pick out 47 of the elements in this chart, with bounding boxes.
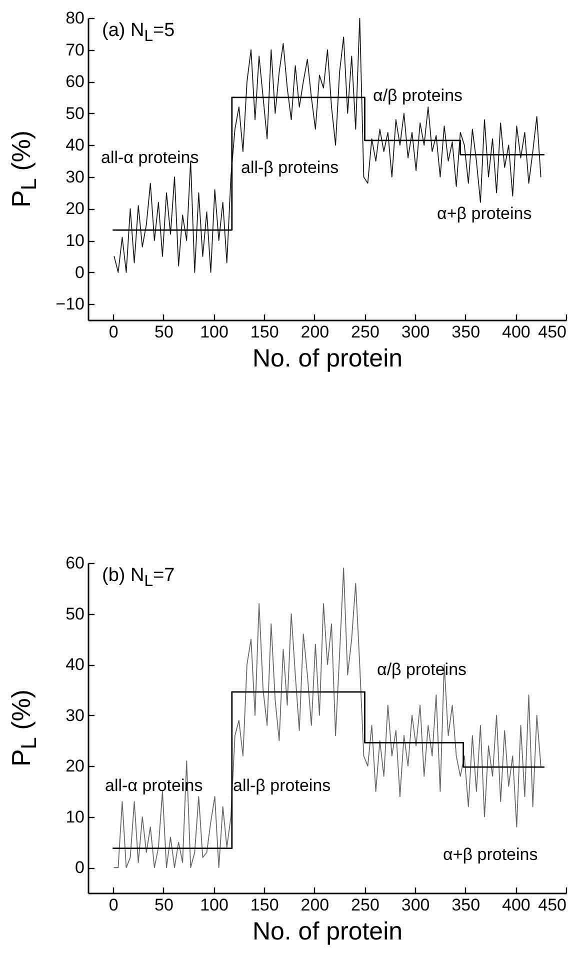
x-tick-label: 250 bbox=[351, 896, 380, 914]
x-tick-label: 100 bbox=[200, 322, 228, 342]
y-tick-label: 80 bbox=[66, 8, 84, 28]
chart-title: (a) N$_{L}$=5 bbox=[102, 20, 175, 46]
x-tick-label: 300 bbox=[401, 322, 430, 342]
y-tick-label: 60 bbox=[66, 554, 84, 572]
y-tick-label: 40 bbox=[66, 655, 84, 674]
y-tick-label: 30 bbox=[66, 706, 84, 725]
y-tick-label: 70 bbox=[66, 40, 84, 60]
x-tick-label: 0 bbox=[108, 322, 118, 342]
x-tick-label: 150 bbox=[250, 896, 279, 914]
x-tick-label: 150 bbox=[250, 322, 279, 342]
annotation: α+β proteins bbox=[437, 204, 532, 223]
y-tick-label: 40 bbox=[66, 136, 84, 155]
x-tick-label: 200 bbox=[300, 896, 330, 914]
x-tick-label: 450 bbox=[538, 896, 566, 914]
x-tick-label: 100 bbox=[200, 896, 228, 914]
y-tick-label: 10 bbox=[66, 231, 84, 250]
x-axis-title: No. of protein bbox=[252, 918, 403, 946]
y-tick-label: 60 bbox=[66, 72, 84, 92]
x-tick-label: 50 bbox=[154, 896, 174, 914]
chart-title: (b) N$_{L}$=7 bbox=[102, 565, 175, 591]
x-tick-label: 50 bbox=[154, 322, 174, 342]
x-tick-label: 400 bbox=[502, 896, 530, 914]
annotation: all-β proteins bbox=[233, 776, 331, 795]
y-tick-label: 30 bbox=[66, 167, 84, 186]
y-tick-label: −10 bbox=[56, 294, 84, 314]
x-tick-label: 450 bbox=[538, 322, 566, 342]
x-tick-label: 300 bbox=[401, 896, 430, 914]
annotation: all-α proteins bbox=[101, 148, 199, 167]
x-tick-label: 0 bbox=[108, 896, 118, 914]
x-tick-label: 350 bbox=[452, 322, 480, 342]
x-axis-title: No. of protein bbox=[252, 344, 403, 372]
y-tick-label: 0 bbox=[75, 262, 84, 282]
annotation: α/β proteins bbox=[373, 86, 463, 105]
y-tick-label: 10 bbox=[66, 807, 84, 826]
y-tick-label: 0 bbox=[75, 858, 84, 878]
x-tick-label: 200 bbox=[300, 322, 330, 342]
y-tick-label: 20 bbox=[66, 756, 84, 776]
x-tick-label: 250 bbox=[351, 322, 380, 342]
annotation: α+β proteins bbox=[443, 845, 538, 864]
y-tick-label: 50 bbox=[66, 604, 84, 624]
y-tick-label: 20 bbox=[66, 199, 84, 218]
annotation: all-β proteins bbox=[241, 158, 339, 177]
x-tick-label: 400 bbox=[502, 322, 530, 342]
x-tick-label: 350 bbox=[452, 896, 480, 914]
y-tick-label: 50 bbox=[66, 104, 84, 123]
